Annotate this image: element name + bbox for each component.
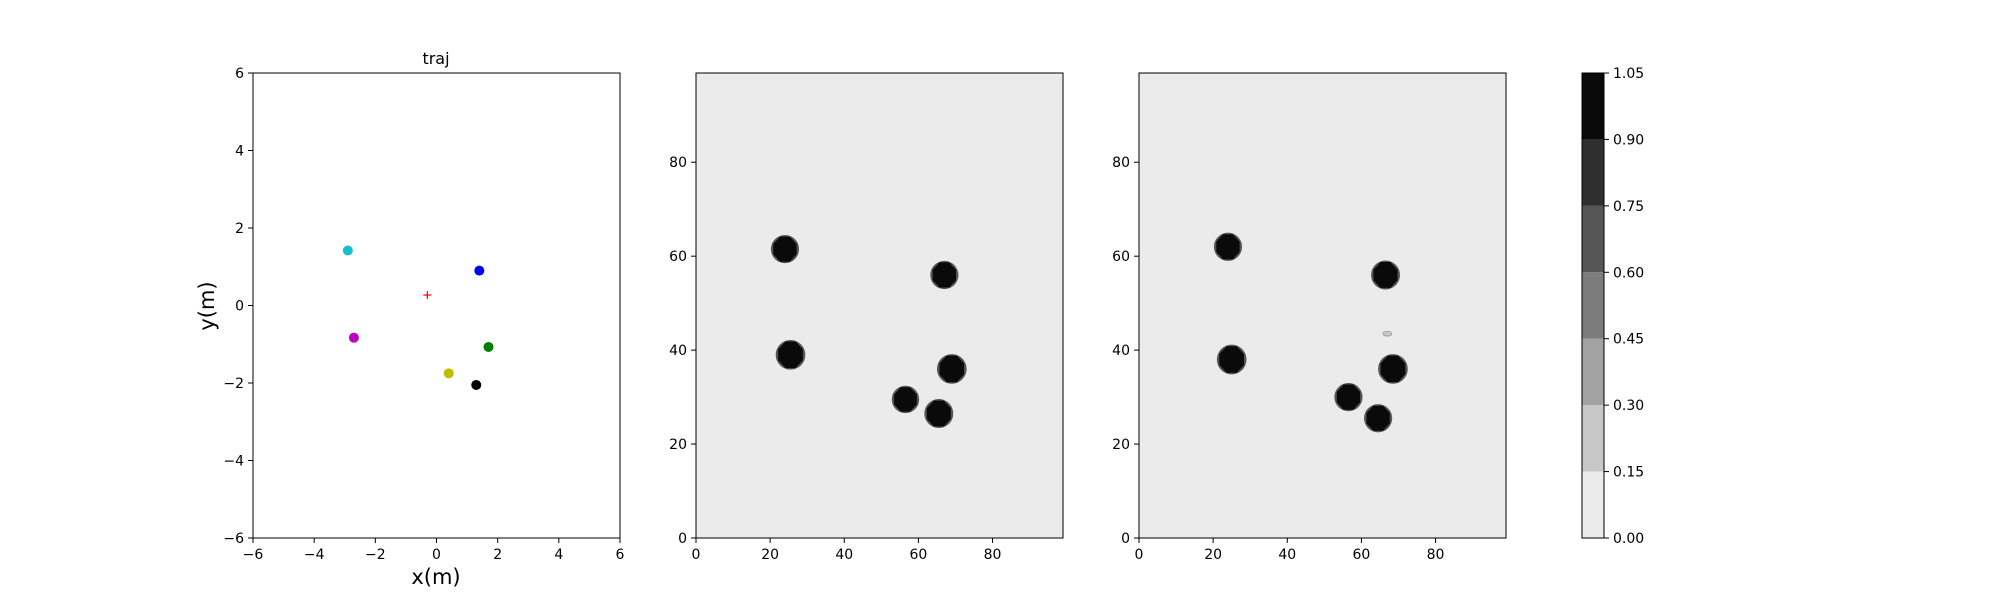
p2-xtick-label: 80	[1427, 547, 1445, 563]
obstacle-blob	[939, 355, 965, 383]
p1-xtick-label: 40	[835, 547, 853, 563]
colorbar-tick-label: 0.45	[1613, 332, 1644, 348]
colorbar-band	[1582, 139, 1604, 206]
map1-x-ticks: 0 20 40 60 80	[692, 538, 1002, 563]
obstacle-blob	[1380, 355, 1406, 383]
p0-ytick-label: 4	[235, 144, 244, 160]
p2-ytick-label: 40	[1112, 343, 1130, 359]
map2-x-ticks: 0 20 40 60 80	[1135, 538, 1445, 563]
p2-xtick-label: 40	[1278, 547, 1296, 563]
agent-point	[483, 341, 494, 352]
p1-ytick-label: 20	[669, 437, 687, 453]
p0-ytick-label: 0	[235, 299, 244, 315]
p2-ytick-label: 80	[1112, 155, 1130, 171]
map2-y-ticks: 0 20 40 60 80	[1112, 155, 1139, 547]
obstacle-blob	[1336, 384, 1361, 410]
traj-ylabel: y(m)	[195, 281, 219, 330]
colorbar-band	[1582, 73, 1604, 140]
map1-y-ticks: 0 20 40 60 80	[669, 155, 696, 547]
p0-xtick-label: 6	[616, 547, 625, 563]
p0-xtick-label: −6	[243, 547, 264, 563]
p2-background	[1138, 72, 1507, 539]
p1-background	[695, 72, 1064, 539]
colorbar-band	[1582, 272, 1604, 339]
obstacle-blob	[894, 387, 917, 412]
faint-blob	[1382, 330, 1393, 337]
obstacle-blob	[778, 341, 803, 369]
agent-point	[348, 332, 359, 343]
agent-point	[471, 379, 482, 390]
p1-xtick-label: 80	[984, 547, 1002, 563]
map2-blobs	[1138, 72, 1507, 539]
p1-xtick-label: 20	[761, 547, 779, 563]
obstacle-blob	[773, 236, 797, 262]
colorbar-bands	[1582, 73, 1604, 538]
p0-xtick-label: −4	[304, 547, 325, 563]
colorbar-band	[1582, 205, 1604, 273]
p1-ytick-label: 0	[678, 531, 687, 547]
obstacle-blob	[932, 262, 956, 288]
colorbar-tick-label: 0.90	[1613, 132, 1644, 148]
obstacle-blob	[1373, 262, 1398, 288]
p0-xtick-label: 4	[554, 547, 563, 563]
obstacle-blob	[1366, 405, 1390, 431]
colorbar-band	[1582, 338, 1604, 406]
colorbar-tick-label: 0.30	[1613, 398, 1644, 414]
goal-marker	[423, 291, 432, 300]
colorbar-band	[1582, 405, 1604, 472]
traj-x-ticks: −6 −4 −2 0 2 4 6	[243, 538, 625, 563]
p1-ytick-label: 40	[669, 343, 687, 359]
p1-xtick-label: 60	[910, 547, 928, 563]
colorbar-tick-label: 0.15	[1613, 465, 1644, 481]
p0-ytick-label: −6	[223, 531, 244, 547]
p0-ytick-label: −2	[223, 376, 244, 392]
colorbar-frame	[1581, 72, 1605, 539]
p2-xtick-label: 60	[1353, 547, 1371, 563]
colorbar-band	[1582, 471, 1604, 538]
obstacle-blob	[1216, 234, 1240, 260]
p2-xtick-label: 0	[1135, 547, 1144, 563]
traj-title: traj	[422, 49, 449, 68]
agent-point	[443, 368, 454, 379]
traj-points	[342, 245, 494, 390]
map-panel-2: 0 20 40 60 80 0 20 40 60 80	[1112, 72, 1507, 563]
colorbar: 0.00 0.15 0.30 0.45 0.60 0.75 0.90 1.05	[1581, 66, 1644, 547]
p0-xtick-label: 0	[432, 547, 441, 563]
p0-xtick-label: −2	[365, 547, 386, 563]
p0-ytick-label: −4	[223, 454, 244, 470]
traj-axes-frame	[252, 72, 621, 539]
map1-blobs	[695, 72, 1064, 539]
agent-point	[342, 245, 353, 256]
obstacle-blob	[926, 400, 951, 427]
colorbar-tick-label: 0.75	[1613, 199, 1644, 215]
obstacle-blob	[1219, 346, 1244, 373]
p2-ytick-label: 0	[1121, 531, 1130, 547]
traj-xlabel: x(m)	[411, 565, 460, 589]
colorbar-tick-label: 1.05	[1613, 66, 1644, 82]
p1-xtick-label: 0	[692, 547, 701, 563]
p2-xtick-label: 20	[1204, 547, 1222, 563]
p1-ytick-label: 60	[669, 249, 687, 265]
p0-ytick-label: 6	[235, 66, 244, 82]
agent-point	[474, 265, 485, 276]
p0-xtick-label: 2	[493, 547, 502, 563]
colorbar-ticks: 0.00 0.15 0.30 0.45 0.60 0.75 0.90 1.05	[1604, 66, 1644, 547]
colorbar-tick-label: 0.00	[1613, 531, 1644, 547]
p1-ytick-label: 80	[669, 155, 687, 171]
p2-ytick-label: 60	[1112, 249, 1130, 265]
p0-ytick-label: 2	[235, 221, 244, 237]
traj-panel: traj −6 −4 −2 0 2 4 6 −6 −4 −2 0 2 4 6 x(m) y(m)	[195, 49, 625, 589]
traj-y-ticks: −6 −4 −2 0 2 4 6	[223, 66, 253, 547]
p2-ytick-label: 20	[1112, 437, 1130, 453]
colorbar-tick-label: 0.60	[1613, 265, 1644, 281]
map-panel-1: 0 20 40 60 80 0 20 40 60 80	[669, 72, 1064, 563]
